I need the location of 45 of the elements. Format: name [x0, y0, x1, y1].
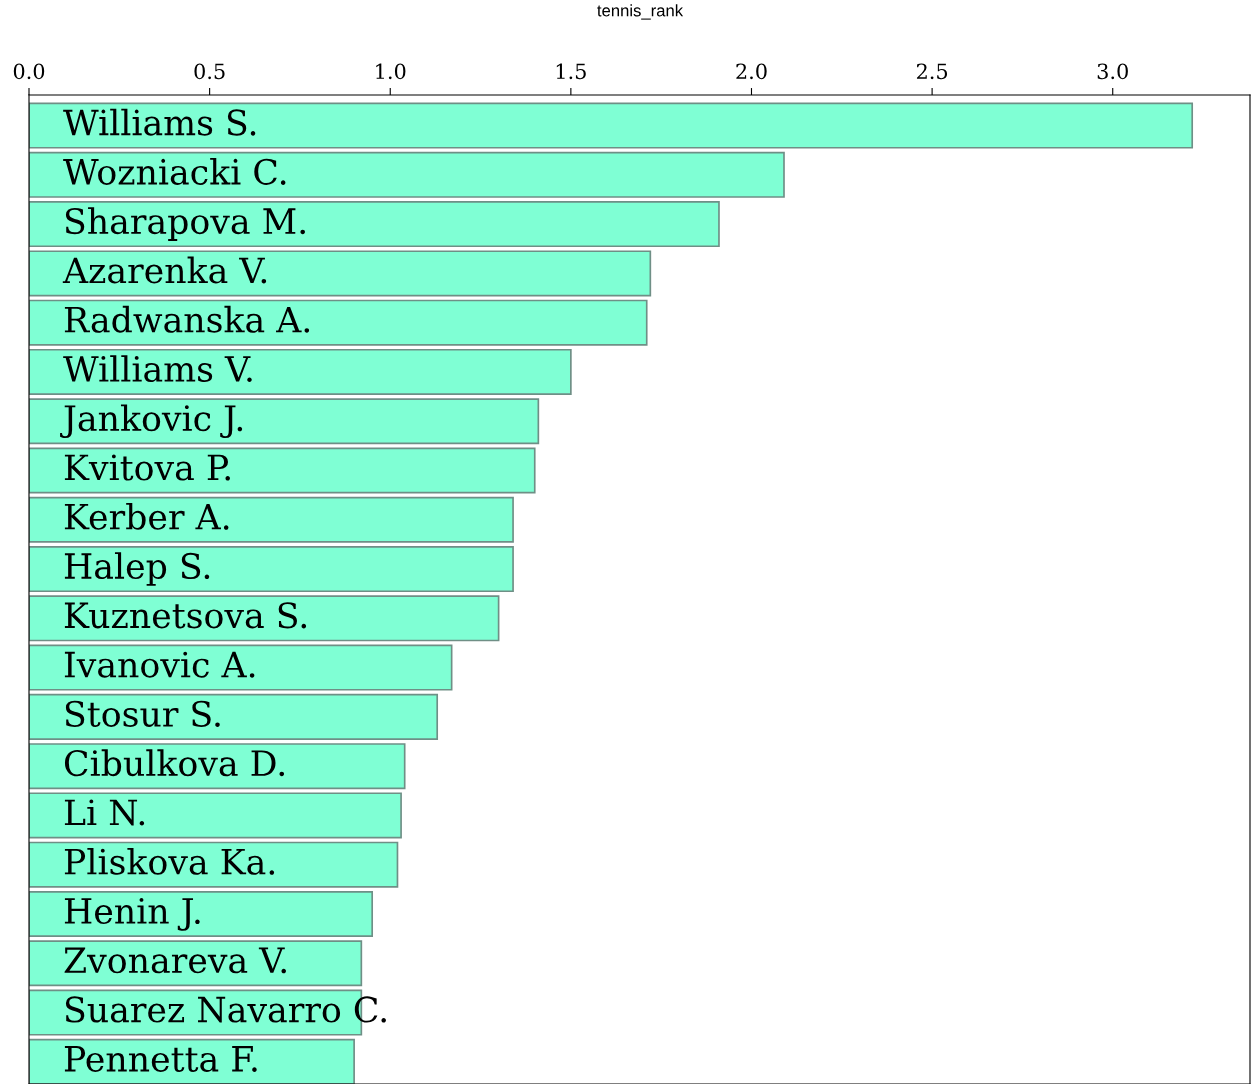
bar — [29, 496, 514, 543]
bar — [29, 102, 1194, 149]
bar — [29, 743, 406, 790]
x-tick-label: 2.0 — [736, 63, 767, 80]
y-tick-label: Pliskova Ka. — [64, 847, 275, 875]
y-tick-label: Radwanska A. — [64, 305, 310, 333]
y-tick-label: Halep S. — [64, 552, 210, 586]
y-tick-label: Zvonareva V. — [64, 947, 286, 974]
bar — [29, 151, 785, 198]
x-tick-label: 0.5 — [194, 63, 225, 80]
bar — [29, 447, 536, 494]
bar — [29, 250, 652, 297]
bar — [29, 890, 374, 938]
y-tick-label: Henin J. — [64, 898, 200, 931]
y-tick-label: Sharapova M. — [65, 207, 305, 241]
bar — [29, 644, 453, 691]
y-tick-label: Kvitova P. — [64, 454, 230, 481]
y-tick-label: Wozniacki C. — [63, 158, 286, 185]
x-tick-label: 0.0 — [13, 63, 45, 80]
bar — [29, 595, 500, 642]
y-tick-label: Williams V. — [63, 355, 252, 383]
x-tick-label: 2.5 — [916, 63, 948, 80]
x-tick-label: 3.0 — [1097, 63, 1128, 80]
y-tick-label: Williams S. — [63, 108, 256, 136]
bar — [29, 940, 363, 987]
bar — [29, 792, 402, 839]
bar — [29, 348, 572, 395]
bar — [29, 299, 648, 346]
x-tick-label: 1.0 — [376, 63, 406, 80]
bar — [29, 546, 514, 593]
y-tick-label: Kuznetsova S. — [64, 602, 307, 629]
y-tick-label: Pennetta F. — [64, 1046, 257, 1072]
y-tick-label: Li N. — [64, 799, 145, 826]
y-tick-label: Ivanovic A. — [64, 651, 255, 678]
y-tick-label: Azarenka V. — [62, 256, 267, 284]
bar — [29, 841, 399, 888]
bar — [29, 201, 720, 248]
y-tick-label: Stosur S. — [65, 700, 220, 727]
y-tick-label: Kerber A. — [64, 502, 229, 530]
bar — [29, 693, 439, 740]
chart-title: tennis_rank — [597, 4, 684, 20]
bar — [29, 398, 540, 445]
x-tick-label: 1.5 — [556, 63, 586, 80]
y-tick-label: Jankovic J. — [60, 404, 243, 439]
y-tick-label: Cibulkova D. — [64, 749, 285, 777]
